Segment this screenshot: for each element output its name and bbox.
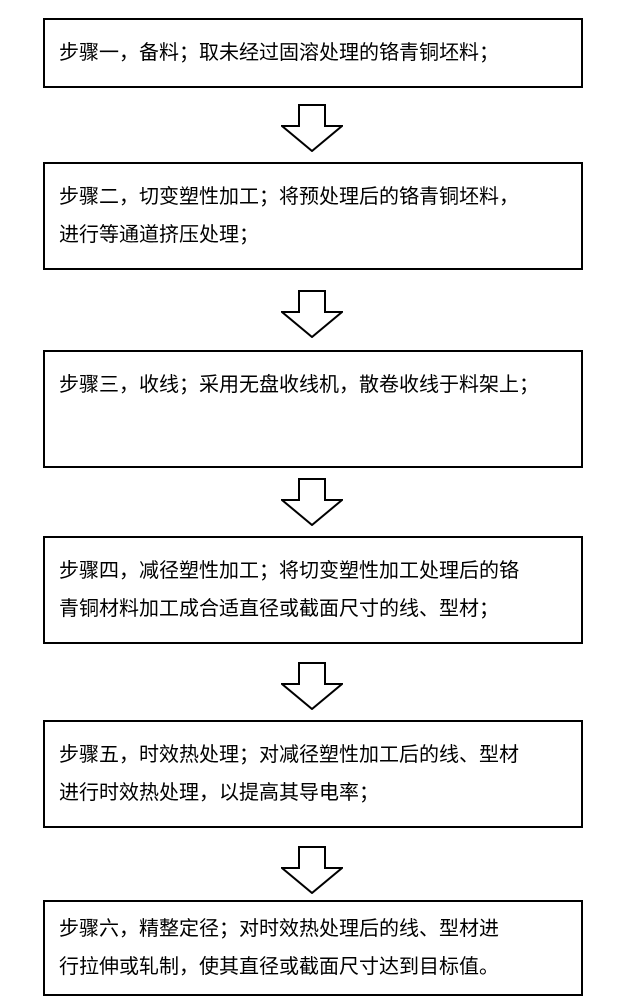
down-arrow-icon xyxy=(281,662,343,710)
down-arrow-icon xyxy=(281,478,343,526)
down-arrow-icon xyxy=(281,846,343,894)
step-box-5: 步骤五，时效热处理；对减径塑性加工后的线、型材 进行时效热处理，以提高其导电率； xyxy=(43,720,583,828)
step-text: 进行等通道挤压处理； xyxy=(59,224,259,246)
step-text: 步骤一，备料；取未经过固溶处理的铬青铜坯料； xyxy=(59,42,499,64)
step-box-6: 步骤六，精整定径；对时效热处理后的线、型材进 行拉伸或轧制，使其直径或截面尺寸达… xyxy=(43,900,583,996)
arrow-4 xyxy=(0,662,624,710)
step-box-4: 步骤四，减径塑性加工；将切变塑性加工处理后的铬 青铜材料加工成合适直径或截面尺寸… xyxy=(43,536,583,644)
step-box-2: 步骤二，切变塑性加工；将预处理后的铬青铜坯料， 进行等通道挤压处理； xyxy=(43,162,583,270)
step-text: 步骤六，精整定径；对时效热处理后的线、型材进 xyxy=(59,918,499,940)
step-box-1: 步骤一，备料；取未经过固溶处理的铬青铜坯料； xyxy=(43,18,583,88)
step-text: 步骤二，切变塑性加工；将预处理后的铬青铜坯料， xyxy=(59,186,519,208)
step-text: 步骤三，收线；采用无盘收线机，散卷收线于料架上； xyxy=(59,374,539,396)
arrow-5 xyxy=(0,846,624,894)
arrow-3 xyxy=(0,478,624,526)
down-arrow-icon xyxy=(281,290,343,338)
step-text: 青铜材料加工成合适直径或截面尺寸的线、型材； xyxy=(59,598,499,620)
step-text: 行拉伸或轧制，使其直径或截面尺寸达到目标值。 xyxy=(59,956,499,978)
step-text: 步骤四，减径塑性加工；将切变塑性加工处理后的铬 xyxy=(59,560,519,582)
step-text: 进行时效热处理，以提高其导电率； xyxy=(59,782,379,804)
step-text: 步骤五，时效热处理；对减径塑性加工后的线、型材 xyxy=(59,744,519,766)
arrow-2 xyxy=(0,290,624,338)
arrow-1 xyxy=(0,104,624,152)
down-arrow-icon xyxy=(281,104,343,152)
flowchart-canvas: 步骤一，备料；取未经过固溶处理的铬青铜坯料； 步骤二，切变塑性加工；将预处理后的… xyxy=(0,0,624,1000)
step-box-3: 步骤三，收线；采用无盘收线机，散卷收线于料架上； xyxy=(43,350,583,468)
